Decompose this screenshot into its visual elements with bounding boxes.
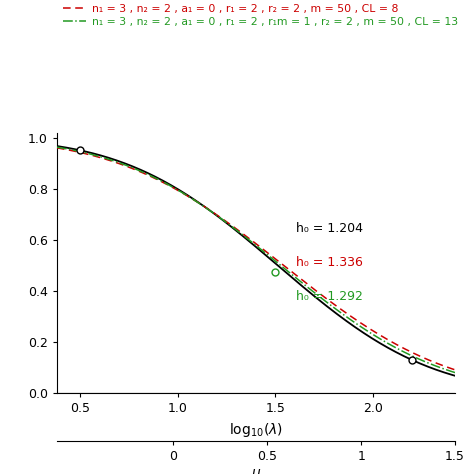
Legend: n = 5 , c = 0 , m = 50, n₁ = 3 , n₂ = 2 , a₁ = 0 , r₁ = 2 , r₂ = 2 , m = 50 , CL: n = 5 , c = 0 , m = 50, n₁ = 3 , n₂ = 2 …: [58, 0, 462, 31]
X-axis label: $\mu$: $\mu$: [251, 467, 261, 474]
X-axis label: $\mathrm{log}_{10}(\lambda)$: $\mathrm{log}_{10}(\lambda)$: [229, 421, 283, 439]
Text: h₀ = 1.336: h₀ = 1.336: [296, 255, 363, 269]
Text: h₀ = 1.204: h₀ = 1.204: [296, 222, 363, 235]
Text: h₀ = 1.292: h₀ = 1.292: [296, 290, 363, 302]
